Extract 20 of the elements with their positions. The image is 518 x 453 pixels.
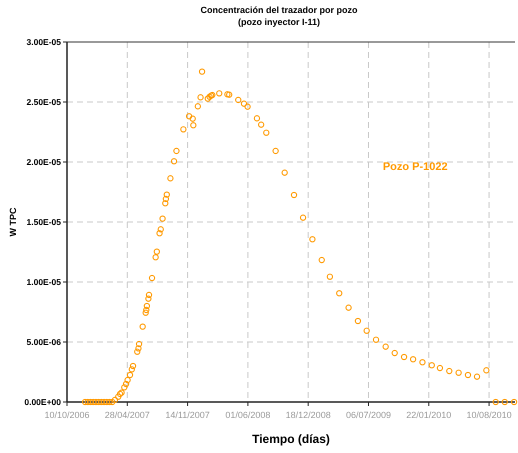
- x-tick-label: 01/06/2008: [225, 410, 270, 420]
- chart-subtitle: (pozo inyector I-11): [238, 17, 320, 27]
- x-tick-label: 06/07/2009: [346, 410, 392, 420]
- x-tick-label: 10/08/2010: [466, 410, 512, 420]
- y-tick-label: 1.00E-05: [26, 276, 62, 287]
- x-axis-title: Tiempo (días): [252, 432, 330, 446]
- x-tick-label: 10/10/2006: [44, 410, 90, 420]
- y-tick-label: 3.00E-05: [26, 36, 62, 47]
- x-tick-label: 14/11/2007: [165, 410, 210, 420]
- y-tick-label: 0.00E+00: [24, 396, 62, 407]
- chart-title: Concentración del trazador por pozo: [200, 5, 358, 15]
- y-tick-label: 2.00E-05: [26, 156, 62, 167]
- y-axis-title: W TPC: [8, 207, 18, 236]
- x-tick-label: 22/01/2010: [406, 410, 452, 420]
- x-tick-label: 18/12/2008: [286, 410, 331, 420]
- y-tick-label: 2.50E-05: [26, 96, 62, 107]
- y-tick-label: 5.00E-06: [26, 336, 62, 347]
- text: Pozo P-1022: [382, 160, 448, 173]
- y-tick-label: 1.50E-05: [26, 216, 62, 227]
- x-tick-label: 28/04/2007: [104, 410, 150, 420]
